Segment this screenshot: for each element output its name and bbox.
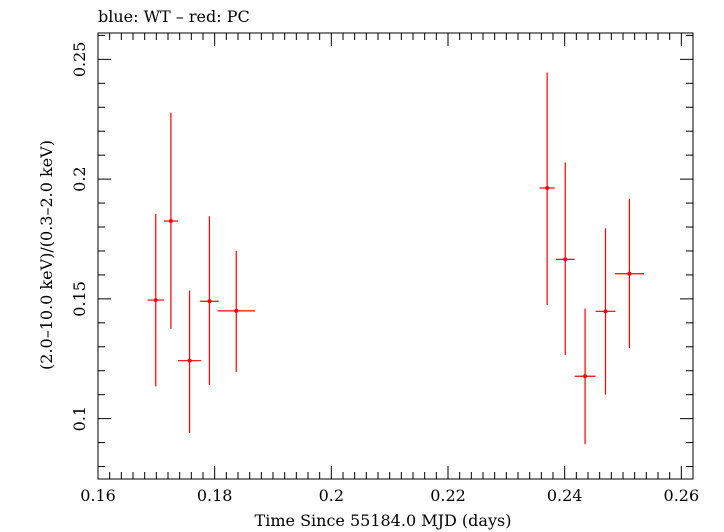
- data-marker: [563, 257, 568, 262]
- data-point: [200, 216, 219, 386]
- x-tick-label: 0.18: [197, 486, 233, 505]
- x-axis-tick-labels: 0.16 0.18 0.2 0.22 0.24 0.26: [80, 486, 699, 505]
- data-point: [555, 162, 575, 356]
- x-axis-ticks: [97, 33, 694, 479]
- x-tick-label: 0.2: [319, 486, 344, 505]
- data-marker: [545, 185, 550, 190]
- data-point: [539, 72, 555, 305]
- plot-frame: [97, 32, 694, 480]
- chart-title: blue: WT – red: PC: [98, 7, 250, 26]
- data-point: [217, 250, 255, 372]
- data-points: [147, 72, 644, 445]
- data-point: [574, 308, 596, 445]
- data-marker: [168, 219, 173, 224]
- data-marker: [627, 271, 632, 276]
- y-tick-label: 0.15: [70, 281, 89, 317]
- x-tick-label: 0.26: [664, 486, 700, 505]
- data-point: [177, 290, 202, 434]
- y-tick-label: 0.2: [70, 166, 89, 191]
- data-point: [614, 198, 644, 348]
- data-marker: [187, 358, 192, 363]
- y-axis-tick-labels: 0.1 0.15 0.2 0.25: [70, 42, 89, 432]
- y-axis-ticks: [98, 34, 693, 468]
- x-tick-label: 0.16: [80, 486, 116, 505]
- data-point: [147, 213, 164, 387]
- data-marker: [153, 298, 158, 303]
- y-tick-label: 0.25: [70, 42, 89, 78]
- y-tick-label: 0.1: [70, 406, 89, 431]
- x-axis-label: Time Since 55184.0 MJD (days): [255, 511, 512, 530]
- data-marker: [603, 309, 608, 314]
- data-marker: [583, 374, 588, 379]
- x-tick-label: 0.22: [430, 486, 466, 505]
- data-point: [595, 228, 616, 395]
- y-axis-label: (2.0–10.0 keV)/(0.3–2.0 keV): [37, 140, 56, 370]
- data-marker: [234, 308, 239, 313]
- data-point: [163, 112, 178, 329]
- x-tick-label: 0.24: [547, 486, 583, 505]
- data-marker: [207, 299, 212, 304]
